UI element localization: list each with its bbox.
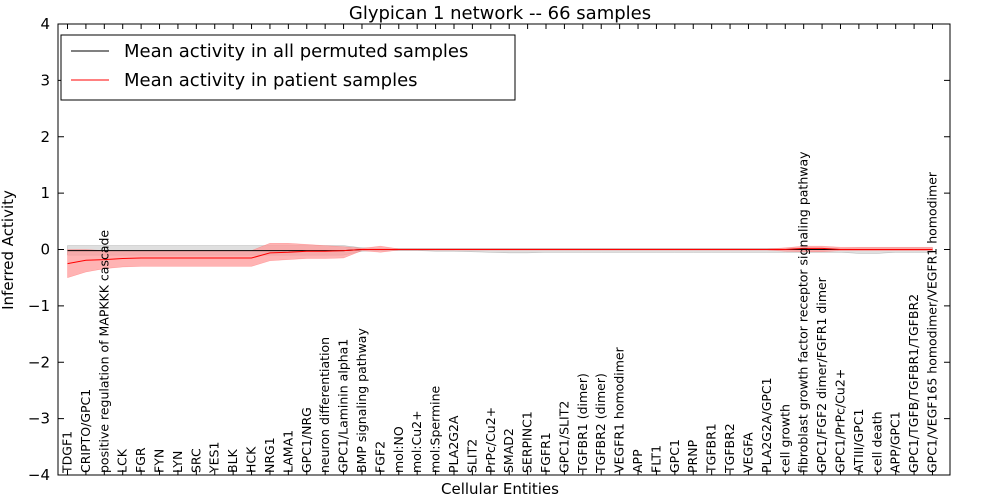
x-tick-label: VEGFR1 homodimer [612,346,627,473]
x-tick-label: FLT1 [648,445,663,473]
y-axis-label: Inferred Activity [0,190,17,310]
x-axis-ticks [67,24,933,475]
legend-label-permuted: Mean activity in all permuted samples [124,41,468,62]
x-tick-label: GPC1/NRG [299,407,314,473]
x-tick-label: SRC [188,448,203,473]
x-tick-label: YES1 [207,442,222,474]
x-tick-label: GPC1/VEGF165 homodimer/VEGFR1 homodimer [925,171,940,473]
x-tick-label: FGR [133,447,148,473]
x-tick-label: TDGF1 [60,431,75,474]
x-tick-label: SLIT2 [464,439,479,473]
y-tick-label: 0 [40,241,50,259]
plot-frame [57,23,951,476]
x-tick-label: FYN [152,449,167,473]
x-tick-label: GPC1/SLIT2 [556,401,571,473]
x-tick-label: fibroblast growth factor receptor signal… [796,151,811,473]
x-tick-label: LAMA1 [280,430,295,473]
x-tick-label: GPC1 [667,439,682,473]
x-tick-label: cell death [869,411,884,473]
y-tick-label: −3 [28,410,50,428]
legend-label-patient: Mean activity in patient samples [124,70,418,91]
line-series-2 [67,247,933,265]
x-tick-label: PLA2G2A/GPC1 [759,377,774,473]
x-tick-label: GPC1/FGF2 dimer/FGFR1 dimer [814,276,829,473]
x-tick-labels: TDGF1 CRIPTO/GPC1 positive regulation of M… [60,151,940,474]
y-tick-label: 2 [40,128,50,146]
x-tick-label: mol:Cu2+ [409,410,424,473]
y-tick-label: 1 [40,184,50,202]
x-tick-label: FGFR1 [538,432,553,473]
chart-title: Glypican 1 network -- 66 samples [349,3,651,24]
x-tick-label: mol:NO [391,426,406,473]
x-tick-label: TGFBR1 (dimer) [575,373,590,474]
y-tick-label: −1 [28,297,50,315]
x-tick-label: TGFBR1 [704,423,719,474]
y-tick-label: −2 [28,353,50,371]
x-tick-label: FGF2 [372,441,387,473]
x-tick-label: VEGFA [741,432,756,473]
x-tick-label: CRIPTO/GPC1 [78,389,93,473]
x-tick-label: NRG1 [262,437,277,473]
x-tick-label: LYN [170,451,185,473]
y-axis-ticks: −4 −3 −2 −1 0 1 2 3 4 [28,15,950,484]
x-tick-label: TGFBR2 [722,423,737,474]
x-tick-label: APP [630,449,645,473]
x-tick-label: SMAD2 [501,428,516,473]
x-tick-label: positive regulation of MAPKKK cascade [96,230,111,473]
x-tick-label: GPC1/TGFB/TGFBR1/TGFBR2 [906,294,921,473]
y-tick-label: 4 [40,15,50,33]
x-tick-label: HCK [244,446,259,473]
y-tick-label: 3 [40,71,50,89]
legend: Mean activity in all permuted samples Me… [60,34,516,101]
x-tick-label: APP/GPC1 [888,411,903,473]
y-tick-label: −4 [28,466,50,484]
series-lines [67,247,933,265]
x-tick-label: GPC1/Laminin alpha1 [336,339,351,473]
x-tick-label: GPC1/PrPc/Cu2+ [833,369,848,473]
x-tick-label: BMP signaling pathway [354,328,369,473]
x-tick-label: neuron differentiation [317,337,332,473]
legend-box [60,34,516,101]
x-axis-label: Cellular Entities [441,480,559,498]
x-tick-label: cell growth [777,404,792,473]
x-tick-label: PLA2G2A [446,415,461,473]
x-tick-label: SERPINC1 [520,411,535,473]
x-tick-label: ATIII/GPC1 [851,409,866,473]
x-tick-label: mol:Spermine [428,385,443,473]
x-tick-label: PrPc/Cu2+ [483,407,498,473]
x-tick-label: TGFBR2 (dimer) [593,373,608,474]
x-tick-label: LCK [115,448,130,473]
band-series-2 [67,243,933,279]
x-tick-label: BLK [225,448,240,473]
x-tick-label: PRNP [685,439,700,473]
